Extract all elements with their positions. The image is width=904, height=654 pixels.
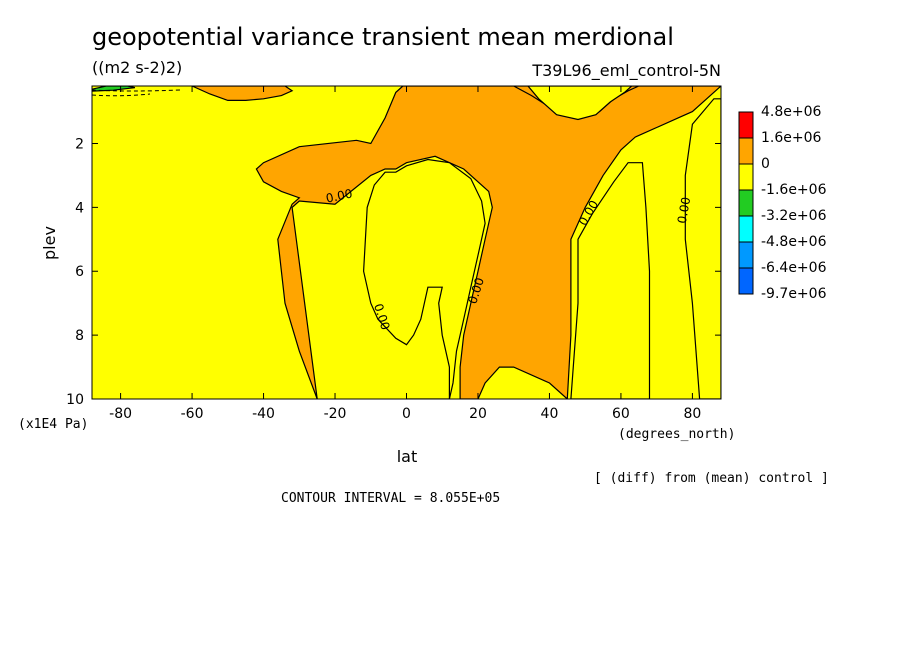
contour-interval: CONTOUR INTERVAL = 8.055E+05: [281, 491, 500, 506]
legend-label: -4.8e+06: [761, 234, 827, 250]
y-tick-label: 8: [75, 328, 84, 344]
y-axis-unit: (x1E4 Pa): [18, 417, 88, 432]
y-tick-label: 10: [66, 392, 84, 408]
x-tick-label: 80: [683, 406, 701, 422]
contour-region: [527, 86, 633, 121]
legend-swatch: [738, 215, 754, 243]
legend-label: -1.6e+06: [761, 182, 827, 198]
y-tick-label: 6: [75, 264, 84, 280]
legend-swatch: [738, 241, 754, 269]
color-legend: 4.8e+06 1.6e+06 0 -1.6e+06 -3.2e+06 -4.8e+06 -…: [738, 104, 827, 302]
legend-label: -3.2e+06: [761, 208, 827, 224]
legend-label: 1.6e+06: [761, 130, 822, 146]
axis-ticks: -80 -60 -40 -20 0 20 40 60 80 2 4 6 8 10: [66, 86, 721, 422]
x-tick-label: -60: [181, 406, 204, 422]
contour-region: [570, 162, 651, 399]
contour-regions: [92, 86, 721, 399]
x-tick-label: -40: [252, 406, 275, 422]
negative-contour-lines: [92, 89, 181, 97]
chart-units: ((m2 s-2)2): [92, 58, 182, 77]
run-label: T39L96_eml_control-5N: [531, 61, 721, 81]
legend-swatch: [738, 189, 754, 217]
contour-region: [191, 86, 294, 102]
contour-region: [362, 158, 486, 399]
contour-label: 0.00: [675, 196, 693, 225]
x-tick-label: 40: [541, 406, 559, 422]
legend-swatch: [738, 163, 754, 191]
legend-label: 4.8e+06: [761, 104, 822, 120]
contour-region: [255, 86, 721, 399]
legend-swatch: [738, 137, 754, 165]
y-tick-label: 2: [75, 136, 84, 152]
contour-label: 0.00: [325, 186, 354, 205]
legend-label: -6.4e+06: [761, 260, 827, 276]
x-tick-label: -20: [324, 406, 347, 422]
x-axis-unit: (degrees_north): [618, 427, 735, 442]
legend-label: -9.7e+06: [761, 286, 827, 302]
x-tick-label: 20: [469, 406, 487, 422]
y-axis-label: plev: [40, 226, 59, 260]
x-tick-label: -80: [109, 406, 132, 422]
legend-label: 0: [761, 156, 770, 172]
diff-note: [ (diff) from (mean) control ]: [594, 471, 829, 486]
y-tick-label: 4: [75, 200, 84, 216]
x-tick-label: 60: [612, 406, 630, 422]
contour-region: [92, 86, 136, 92]
legend-swatch: [738, 267, 754, 295]
legend-swatch: [738, 111, 754, 139]
chart-title: geopotential variance transient mean mer…: [92, 23, 674, 51]
x-axis-label: lat: [397, 447, 418, 466]
x-tick-label: 0: [402, 406, 411, 422]
contour-region: [684, 98, 721, 399]
